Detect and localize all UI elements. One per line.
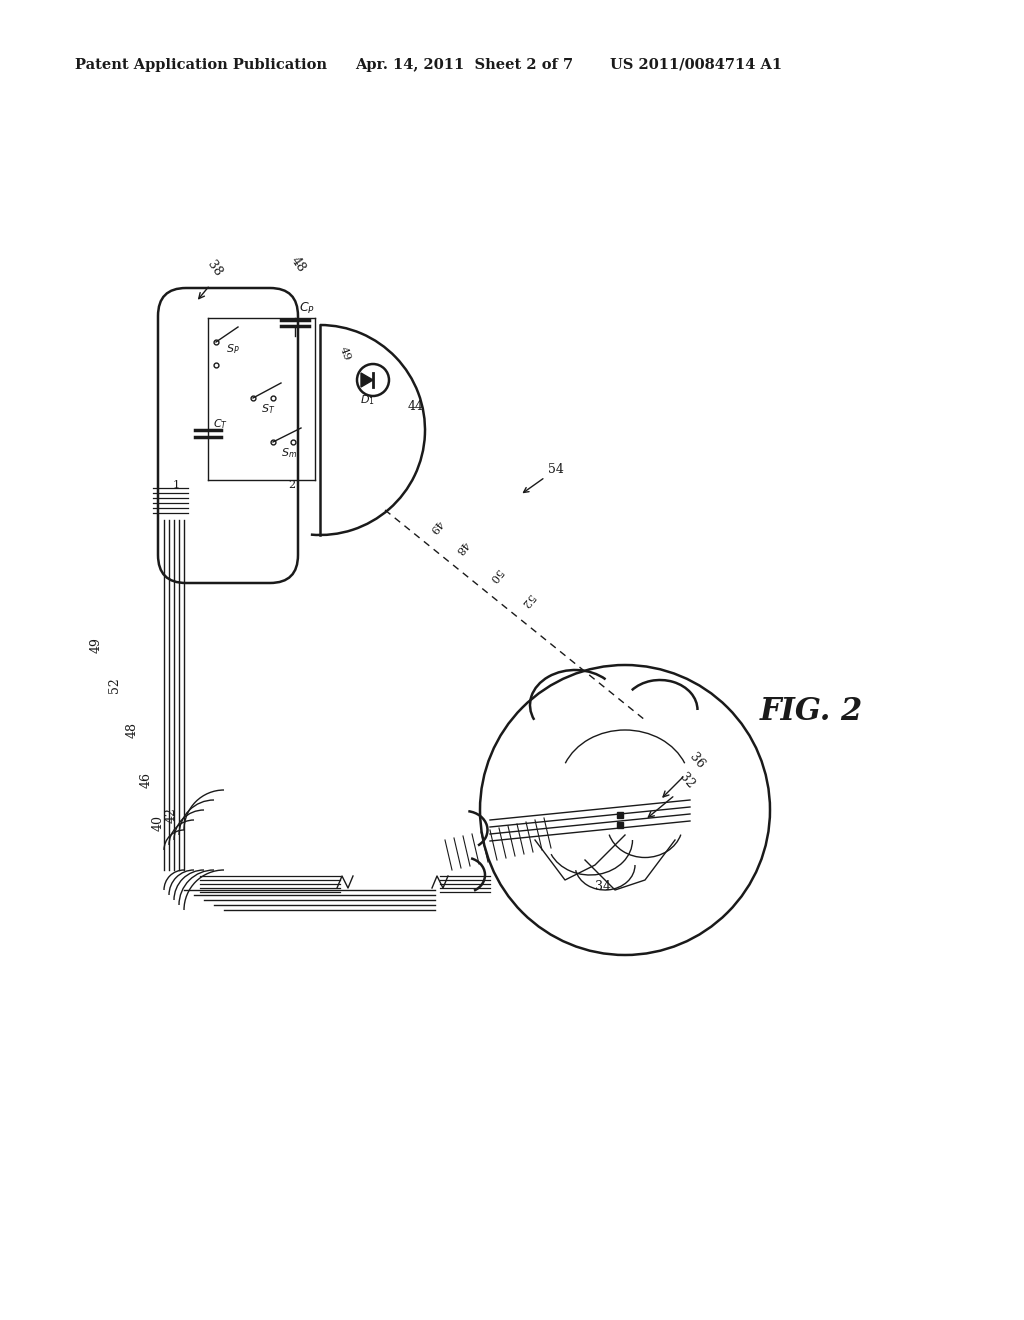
Text: $D_1$: $D_1$: [359, 393, 375, 407]
Text: 34: 34: [595, 880, 611, 894]
Text: FIG. 2: FIG. 2: [760, 696, 863, 727]
Text: 52: 52: [108, 677, 121, 693]
Text: 50: 50: [486, 566, 504, 583]
Text: $S_m$: $S_m$: [281, 446, 297, 459]
Text: 40: 40: [152, 814, 165, 832]
Text: 48: 48: [288, 255, 308, 275]
Text: 42: 42: [165, 807, 178, 822]
Polygon shape: [361, 374, 373, 387]
Text: 49: 49: [427, 519, 443, 536]
Text: $S_P$: $S_P$: [226, 342, 240, 356]
Text: 32: 32: [677, 771, 697, 791]
Text: 49: 49: [338, 346, 352, 362]
Text: 1: 1: [173, 480, 180, 490]
Text: Apr. 14, 2011  Sheet 2 of 7: Apr. 14, 2011 Sheet 2 of 7: [355, 58, 573, 73]
Text: $S_T$: $S_T$: [261, 403, 275, 416]
Text: $C_T$: $C_T$: [213, 417, 228, 430]
Text: 38: 38: [205, 259, 225, 279]
Text: 36: 36: [687, 750, 708, 771]
Text: 2: 2: [288, 480, 295, 490]
Text: $C_P$: $C_P$: [299, 301, 315, 315]
Text: Patent Application Publication: Patent Application Publication: [75, 58, 327, 73]
Text: 52: 52: [518, 591, 535, 609]
Text: 54: 54: [523, 463, 564, 492]
FancyBboxPatch shape: [158, 288, 298, 583]
Text: US 2011/0084714 A1: US 2011/0084714 A1: [610, 58, 782, 73]
Text: 44: 44: [408, 400, 424, 413]
Text: 46: 46: [140, 772, 153, 788]
Text: 48: 48: [126, 722, 139, 738]
Text: 49: 49: [90, 638, 103, 653]
Text: 48: 48: [453, 539, 470, 557]
